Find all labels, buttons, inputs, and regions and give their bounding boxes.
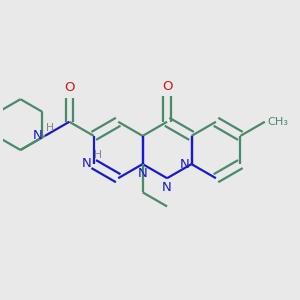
- Text: N: N: [138, 167, 148, 180]
- Text: N: N: [82, 157, 91, 170]
- Text: N: N: [33, 129, 42, 142]
- Text: N: N: [179, 158, 189, 171]
- Text: H: H: [94, 150, 102, 161]
- Text: CH₃: CH₃: [267, 117, 288, 127]
- Text: O: O: [162, 80, 172, 93]
- Text: H: H: [46, 123, 54, 134]
- Text: N: N: [162, 181, 172, 194]
- Text: O: O: [64, 81, 75, 94]
